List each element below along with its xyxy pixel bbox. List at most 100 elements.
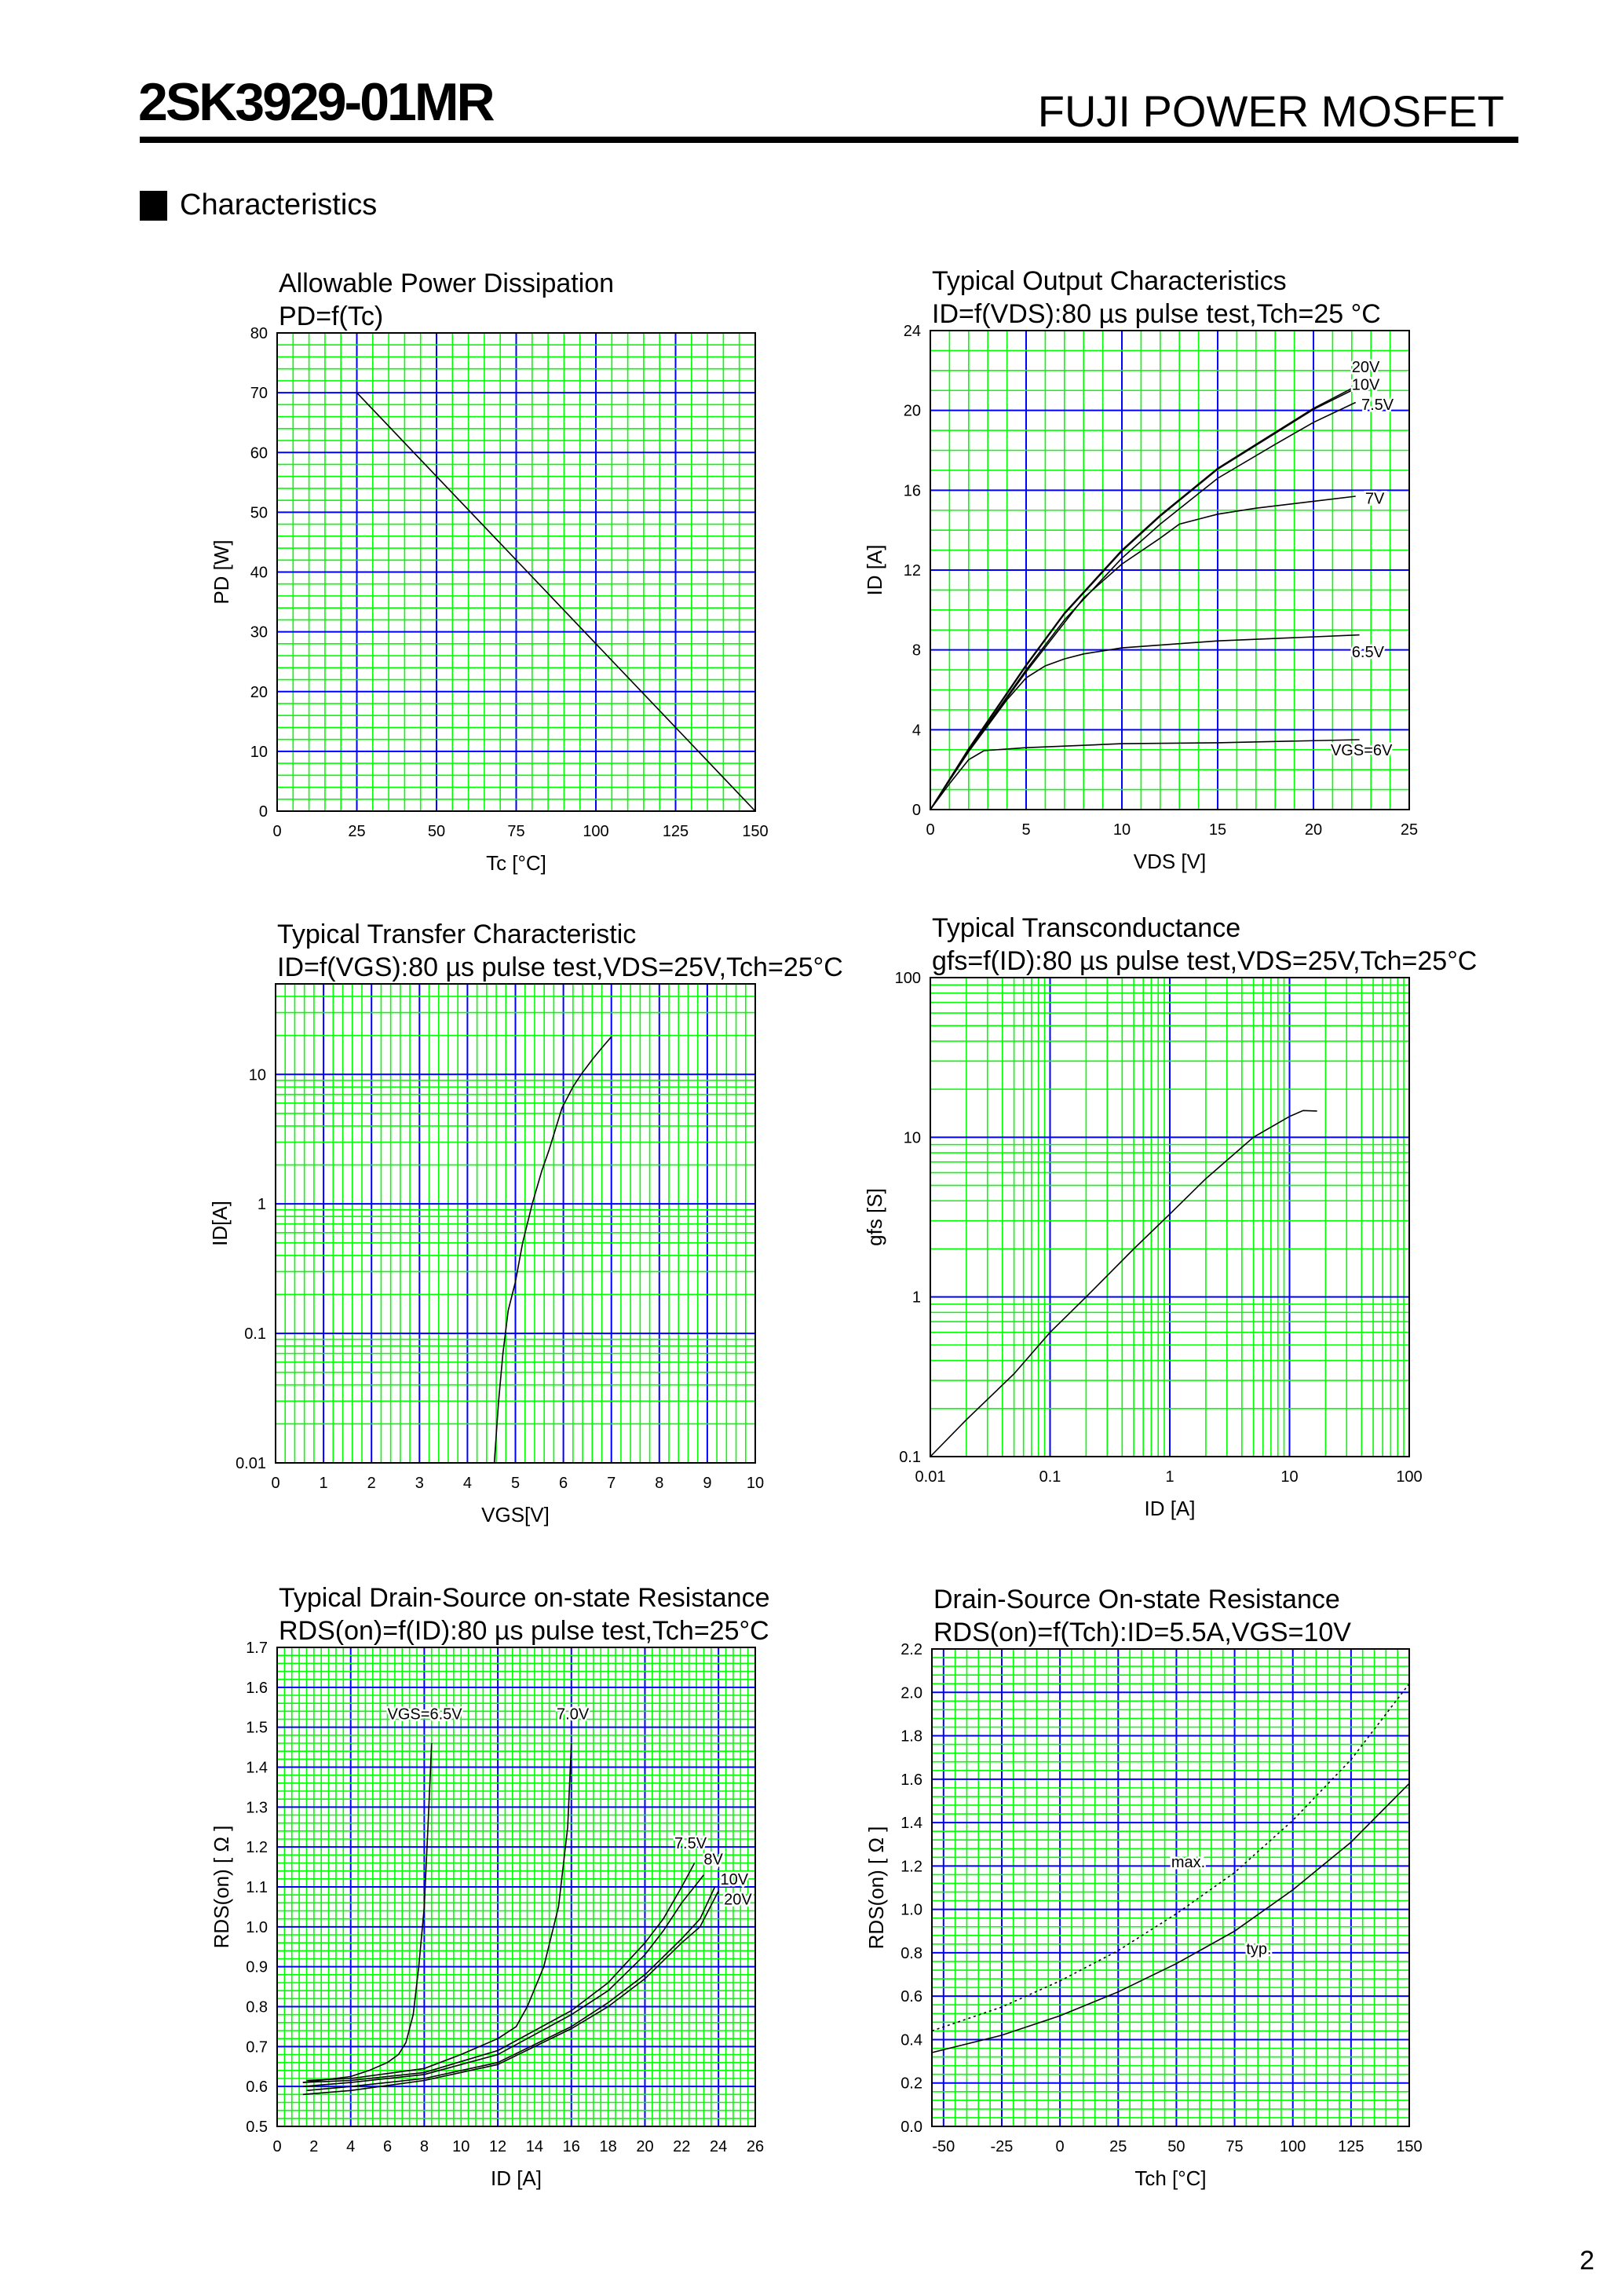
x-tick-label: 15 <box>1209 821 1226 839</box>
y-axis-label: ID[A] <box>208 1201 232 1246</box>
series-line-1 <box>930 389 1354 810</box>
page-number: 2 <box>1580 2246 1595 2276</box>
series-label: 6.5V <box>1352 644 1385 661</box>
x-tick-label: 50 <box>1167 2138 1185 2155</box>
x-tick-label: 2 <box>309 2138 318 2155</box>
chart-title: Drain-Source On-state Resistance <box>933 1585 1340 1614</box>
y-tick-label: 1.2 <box>901 1858 922 1875</box>
y-tick-label: 1.7 <box>246 1640 268 1657</box>
y-tick-label: 16 <box>904 482 921 499</box>
series-label: VGS=6V <box>1331 742 1393 759</box>
y-tick-label: 1.8 <box>901 1728 922 1746</box>
y-tick-label: 0.9 <box>246 1959 268 1976</box>
series-label: 7.5V <box>674 1835 707 1852</box>
plot-frame <box>930 330 1410 810</box>
series-line-1 <box>931 1782 1410 2053</box>
y-axis-label: RDS(on) [ Ω ] <box>210 1826 233 1949</box>
chart-subtitle: PD=f(Tc) <box>279 302 383 331</box>
y-tick-label: 1.6 <box>246 1680 268 1697</box>
chart-title: Typical Drain-Source on-state Resistance <box>279 1583 770 1613</box>
series-label: 7.5V <box>1361 397 1394 414</box>
plot-frame <box>930 977 1410 1457</box>
x-tick-label: 100 <box>1396 1468 1422 1486</box>
y-tick-label: 2.0 <box>901 1684 922 1702</box>
y-tick-label: 0.01 <box>236 1455 266 1472</box>
chart-title: Typical Transfer Characteristic <box>277 919 636 949</box>
series-line-0 <box>356 392 756 812</box>
part-number-title: 2SK3929-01MR <box>138 72 495 132</box>
chart-2: 0 1 2 3 4 5 6 7 8 9 10 0.01 0.1 1 10 Typical Transfer C… <box>208 919 843 1526</box>
x-axis-label: ID [A] <box>1144 1497 1195 1520</box>
x-tick-label: 0 <box>271 1475 279 1492</box>
chart-title: Allowable Power Dissipation <box>279 269 614 298</box>
y-tick-label: 20 <box>904 403 921 420</box>
x-tick-label: -25 <box>991 2138 1014 2155</box>
x-tick-label: 6 <box>383 2138 392 2155</box>
x-tick-label: 2 <box>367 1475 376 1492</box>
series-label: max. <box>1171 1854 1205 1871</box>
y-tick-label: 80 <box>250 325 268 342</box>
series-line-3 <box>930 495 1356 810</box>
series-line-3 <box>302 1874 705 2087</box>
x-tick-label: 4 <box>463 1475 472 1492</box>
y-tick-label: 1 <box>258 1196 266 1213</box>
series-label: typ. <box>1246 1940 1271 1958</box>
series-line-5 <box>302 1890 719 2096</box>
y-tick-label: 0.1 <box>899 1449 921 1466</box>
y-tick-label: 1.2 <box>246 1839 268 1856</box>
y-axis-label: ID [A] <box>863 544 886 595</box>
y-tick-label: 1.5 <box>246 1720 268 1737</box>
chart-subtitle: ID=f(VGS):80 µs pulse test,VDS=25V,Tch=2… <box>277 952 843 982</box>
x-tick-label: 16 <box>563 2138 580 2155</box>
x-axis-label: Tch [°C] <box>1134 2166 1206 2190</box>
x-tick-label: 150 <box>742 823 768 840</box>
series-label: 10V <box>1352 377 1380 394</box>
y-tick-label: 0 <box>259 803 268 821</box>
x-axis-label: ID [A] <box>491 2166 542 2190</box>
y-tick-label: 0.2 <box>901 2075 922 2093</box>
chart-subtitle: ID=f(VDS):80 µs pulse test,Tch=25 °C <box>932 299 1381 329</box>
x-tick-label: 8 <box>655 1475 663 1492</box>
x-tick-label: 14 <box>526 2138 543 2155</box>
x-tick-label: 9 <box>703 1475 711 1492</box>
y-tick-label: 1.6 <box>901 1771 922 1789</box>
series-line-5 <box>930 739 1360 810</box>
x-tick-label: 0.01 <box>915 1468 946 1486</box>
x-axis-label: Tc [°C] <box>486 851 546 875</box>
y-tick-label: 1.3 <box>246 1799 268 1816</box>
chart-0: 0 25 50 75 100 125 150 0 10 20 30 40 50 60 70 80 Allowab… <box>210 269 769 875</box>
x-tick-label: 12 <box>489 2138 506 2155</box>
series-line-4 <box>930 634 1360 810</box>
chart-5: max. typ. -50 -25 0 25 50 75 100 125 150 0.0 0.2 0.4 0… <box>864 1585 1423 2190</box>
series-line-1 <box>306 1742 572 2082</box>
section-square-icon <box>140 191 167 221</box>
y-tick-label: 50 <box>250 504 268 521</box>
x-tick-label: 24 <box>710 2138 727 2155</box>
y-tick-label: 10 <box>250 744 268 761</box>
series-label: 7V <box>1365 491 1385 508</box>
section-title: Characteristics <box>180 188 378 221</box>
x-tick-label: 25 <box>1401 821 1418 839</box>
y-tick-label: 0 <box>912 802 921 819</box>
x-tick-label: 75 <box>1226 2138 1243 2155</box>
y-tick-label: 30 <box>250 624 268 642</box>
x-tick-label: 25 <box>1109 2138 1127 2155</box>
series-line-2 <box>302 1863 696 2083</box>
plot-frame <box>275 983 756 1464</box>
y-tick-label: 2.2 <box>901 1641 922 1658</box>
series-line-4 <box>306 1886 716 2092</box>
x-axis-label: VGS[V] <box>481 1503 550 1526</box>
x-tick-label: 10 <box>452 2138 469 2155</box>
y-tick-label: 60 <box>250 444 268 462</box>
y-axis-label: gfs [S] <box>863 1188 886 1246</box>
x-tick-label: 4 <box>346 2138 355 2155</box>
series-line-0 <box>930 1110 1317 1457</box>
plot-frame <box>931 1648 1410 2127</box>
y-axis-label: RDS(on) [ Ω ] <box>864 1826 888 1950</box>
x-tick-label: 5 <box>511 1475 520 1492</box>
y-tick-label: 4 <box>912 722 921 739</box>
x-tick-label: 6 <box>559 1475 568 1492</box>
y-tick-label: 1.1 <box>246 1879 268 1896</box>
